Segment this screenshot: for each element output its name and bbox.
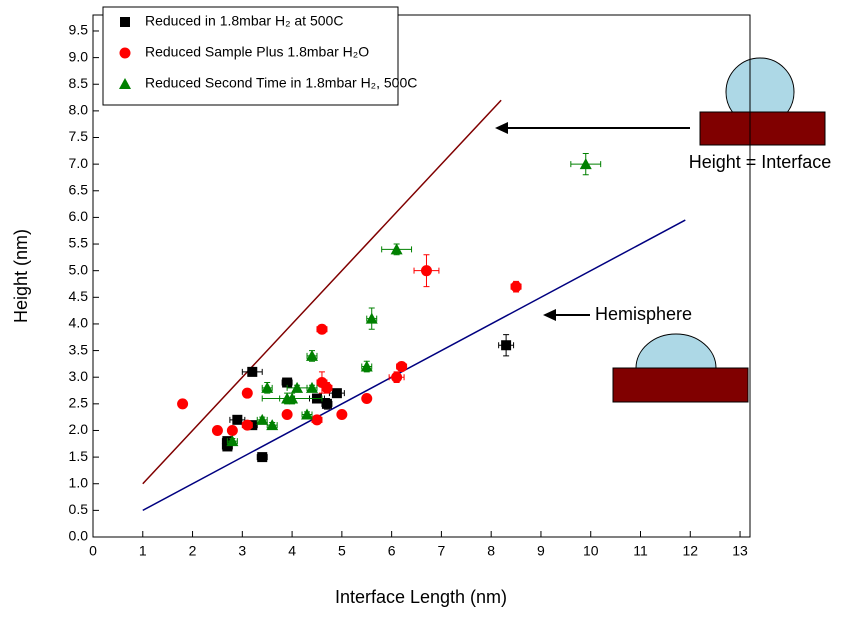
y-tick-label: 8.0 bbox=[69, 102, 89, 118]
legend-marker bbox=[120, 17, 130, 27]
marker bbox=[420, 265, 432, 277]
y-tick-label: 2.0 bbox=[69, 421, 89, 437]
legend-label: Reduced Sample Plus 1.8mbar H₂O bbox=[145, 44, 369, 60]
marker bbox=[501, 340, 512, 351]
y-tick-label: 5.0 bbox=[69, 261, 89, 277]
x-tick-label: 1 bbox=[139, 543, 147, 559]
x-tick-label: 12 bbox=[682, 543, 698, 559]
marker bbox=[222, 441, 233, 452]
x-tick-label: 7 bbox=[438, 543, 446, 559]
x-tick-label: 2 bbox=[189, 543, 197, 559]
y-axis-label: Height (nm) bbox=[11, 229, 31, 323]
legend-label: Reduced in 1.8mbar H₂ at 500C bbox=[145, 13, 343, 29]
marker bbox=[266, 419, 279, 431]
marker bbox=[291, 381, 304, 393]
y-tick-label: 7.0 bbox=[69, 155, 89, 171]
marker bbox=[247, 366, 258, 377]
x-axis-label: Interface Length (nm) bbox=[335, 587, 507, 607]
marker bbox=[177, 398, 189, 410]
marker bbox=[391, 371, 403, 383]
marker bbox=[331, 388, 342, 399]
y-tick-label: 5.5 bbox=[69, 235, 89, 251]
hemisphere bbox=[635, 333, 717, 368]
x-tick-label: 6 bbox=[388, 543, 396, 559]
marker bbox=[301, 408, 314, 420]
y-tick-label: 0.0 bbox=[69, 528, 89, 544]
x-tick-label: 4 bbox=[288, 543, 296, 559]
y-tick-label: 0.5 bbox=[69, 501, 89, 517]
marker bbox=[390, 243, 403, 255]
legend-label: Reduced Second Time in 1.8mbar H₂, 500C bbox=[145, 75, 417, 91]
marker bbox=[286, 392, 299, 404]
marker bbox=[232, 414, 243, 425]
y-tick-label: 9.5 bbox=[69, 22, 89, 38]
marker bbox=[510, 281, 522, 293]
marker bbox=[360, 360, 373, 372]
annotation: Hemisphere bbox=[595, 304, 692, 324]
marker bbox=[241, 387, 253, 399]
marker bbox=[321, 382, 333, 394]
legend-marker bbox=[119, 78, 131, 89]
x-tick-label: 10 bbox=[583, 543, 599, 559]
marker bbox=[579, 158, 592, 170]
marker bbox=[282, 377, 293, 388]
marker bbox=[316, 323, 328, 335]
x-tick-label: 9 bbox=[537, 543, 545, 559]
marker bbox=[306, 381, 318, 393]
arrow-head bbox=[543, 309, 556, 321]
marker bbox=[336, 408, 348, 420]
reference-line bbox=[142, 219, 686, 512]
legend-marker bbox=[119, 47, 131, 59]
marker bbox=[226, 435, 239, 447]
substrate bbox=[612, 367, 749, 403]
x-tick-label: 0 bbox=[89, 543, 97, 559]
marker bbox=[226, 424, 238, 436]
marker bbox=[321, 398, 332, 409]
y-tick-label: 8.5 bbox=[69, 75, 89, 91]
legend bbox=[102, 6, 399, 106]
marker bbox=[361, 393, 373, 405]
y-tick-label: 6.5 bbox=[69, 181, 89, 197]
marker bbox=[396, 361, 408, 373]
y-tick-label: 2.5 bbox=[69, 395, 89, 411]
y-tick-label: 3.5 bbox=[69, 341, 89, 357]
x-tick-label: 3 bbox=[238, 543, 246, 559]
marker bbox=[257, 452, 268, 463]
y-tick-label: 3.0 bbox=[69, 368, 89, 384]
y-tick-label: 4.0 bbox=[69, 315, 89, 331]
substrate bbox=[699, 111, 826, 146]
plot-frame bbox=[92, 14, 751, 538]
y-tick-label: 4.5 bbox=[69, 288, 89, 304]
x-tick-label: 11 bbox=[633, 543, 648, 559]
x-tick-label: 5 bbox=[338, 543, 346, 559]
marker bbox=[311, 414, 323, 426]
marker bbox=[365, 312, 378, 324]
marker bbox=[211, 424, 223, 436]
reference-line bbox=[142, 99, 502, 485]
annotation: Height = Interface bbox=[689, 152, 832, 172]
x-tick-label: 13 bbox=[732, 543, 748, 559]
marker bbox=[261, 381, 274, 393]
marker bbox=[256, 413, 269, 425]
x-tick-label: 8 bbox=[487, 543, 495, 559]
y-tick-label: 7.5 bbox=[69, 128, 89, 144]
y-tick-label: 6.0 bbox=[69, 208, 89, 224]
marker bbox=[281, 408, 293, 420]
y-tick-label: 1.5 bbox=[69, 448, 89, 464]
arrow-head bbox=[495, 122, 508, 134]
y-tick-label: 9.0 bbox=[69, 48, 89, 64]
marker bbox=[241, 419, 253, 431]
y-tick-label: 1.0 bbox=[69, 474, 89, 490]
droplet bbox=[725, 57, 795, 112]
marker bbox=[306, 349, 318, 361]
